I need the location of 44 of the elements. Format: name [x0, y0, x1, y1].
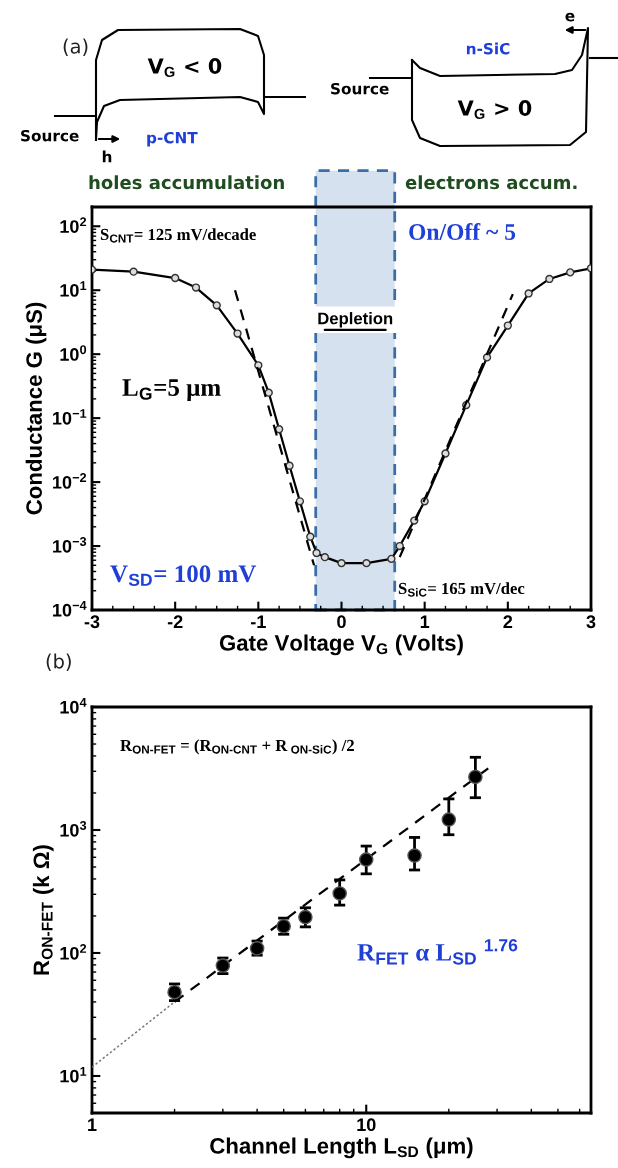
- y-tick-label: 10$^{2}$: [60, 944, 87, 960]
- x-tick-label: 1: [420, 615, 430, 628]
- y-tick-label: 10$^{−4}$: [53, 601, 87, 617]
- text: V$_{G}$ > 0: [457, 100, 532, 120]
- text: e: [565, 12, 575, 22]
- x-axis-title: Channel Length L$_{SD}$ (μm): [210, 1137, 473, 1159]
- x-tick-label: -1: [251, 615, 266, 628]
- y-tick-label: 10$^{1}$: [60, 281, 87, 297]
- y-tick-label: 10$^{3}$: [60, 821, 87, 837]
- y-tick-label: 10$^{−1}$: [53, 409, 87, 425]
- text: (a): [63, 38, 88, 56]
- x-tick-label: 2: [503, 615, 513, 628]
- x-tick-label: 10: [357, 1118, 376, 1132]
- y-tick-label: 10$^{1}$: [60, 1066, 87, 1083]
- y-tick-label: 10$^{0}$: [60, 345, 87, 361]
- annotation: R$_{ON-FET}$ = (R$_{ON-CNT}$ + R $_{ON-SiC}$) /2: [120, 739, 354, 755]
- text: h: [102, 150, 112, 163]
- y-axis-title: Conductance G (μS): [25, 302, 47, 515]
- annotation: On/Off ~ 5: [409, 223, 516, 240]
- band-label: Depletion: [318, 312, 393, 328]
- x-tick-label: -2: [167, 615, 183, 628]
- x-axis-title: Gate Voltage V$_{G}$ (Volts): [219, 634, 463, 656]
- annotation: V$_{SD}$= 100 mV: [110, 565, 257, 587]
- text: n-SiC: [466, 42, 510, 55]
- annotation: L$_{G}$=5 μm: [122, 379, 221, 402]
- x-tick-label: 0: [337, 615, 346, 629]
- text: Source: [331, 82, 389, 95]
- y-tick-label: 10$^{−2}$: [53, 473, 87, 489]
- text: p-CNT: [147, 131, 198, 147]
- x-tick-label: -3: [84, 615, 100, 629]
- y-axis-title: R$_{ON-FET}$ (k Ω): [32, 845, 54, 975]
- text: V$_{G}$ < 0: [147, 58, 222, 78]
- annotation: R$_{FET}$ α L$_{SD}$ $^{1.76}$: [357, 939, 518, 965]
- text: Source: [21, 129, 79, 142]
- annotation: S$_{SiC}$= 165 mV/dec: [398, 582, 525, 597]
- y-tick-label: 10$^{2}$: [60, 217, 87, 233]
- x-tick-label: 1: [88, 1118, 97, 1131]
- text: holes accumulation: [89, 175, 284, 190]
- text: electrons accum.: [405, 175, 577, 190]
- y-tick-label: 10$^{−3}$: [53, 537, 87, 553]
- x-tick-label: 3: [586, 615, 596, 629]
- annotation: S$_{CNT}$= 125 mV/decade: [100, 228, 256, 243]
- text: (b): [46, 653, 71, 671]
- y-tick-label: 10$^{4}$: [60, 698, 87, 714]
